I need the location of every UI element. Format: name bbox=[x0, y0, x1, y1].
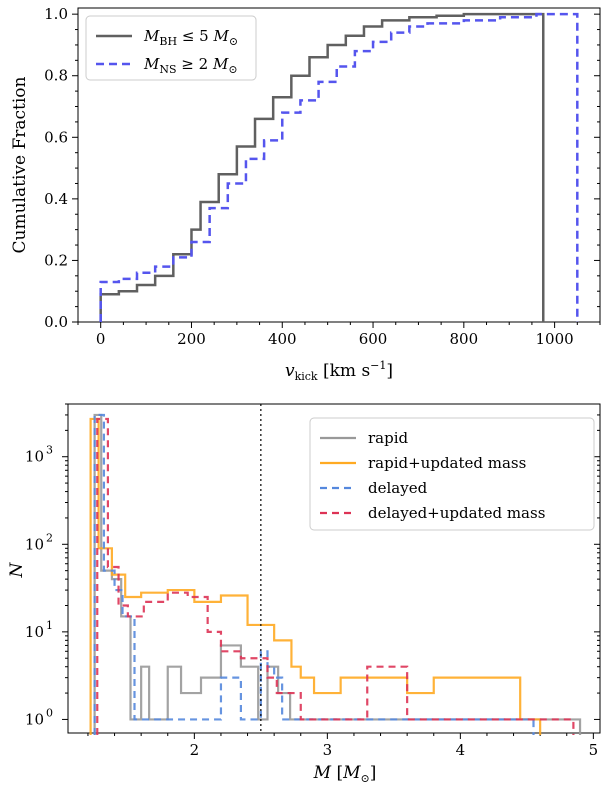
y-tick-exponent: 1 bbox=[46, 619, 53, 632]
x-tick-label: 200 bbox=[177, 330, 206, 348]
histogram-x-axis-label: M [M⊙] bbox=[313, 763, 377, 785]
y-tick-label: 0.4 bbox=[44, 190, 68, 208]
legend-label: MBH ≤ 5 M⊙ bbox=[143, 27, 238, 48]
x-tick-label: 4 bbox=[456, 741, 466, 759]
cumulative-axes-frame bbox=[77, 7, 601, 323]
y-tick-label: 1.0 bbox=[44, 5, 68, 23]
y-tick-label: 10 bbox=[25, 623, 44, 641]
cumulative-series-0 bbox=[99, 12, 545, 322]
x-tick-label: 5 bbox=[589, 741, 599, 759]
cumulative-series-1 bbox=[99, 12, 579, 322]
histogram-y-axis-label: N bbox=[7, 561, 27, 578]
histogram-axes-frame bbox=[67, 403, 601, 734]
y-tick-exponent: 2 bbox=[46, 531, 53, 544]
y-tick-label: 10 bbox=[25, 710, 44, 728]
cumulative-legend: MBH ≤ 5 M⊙ MNS ≥ 2 M⊙ bbox=[85, 15, 257, 81]
cumulative-panel: 0 200 400 600 800 1000 0.0 0.2 0.4 0.6 0.8 1.0 MBH … bbox=[10, 5, 601, 383]
y-tick-exponent: 3 bbox=[46, 444, 53, 457]
x-tick-label: 3 bbox=[323, 741, 333, 759]
legend-box bbox=[309, 417, 595, 531]
x-tick-label: 400 bbox=[268, 330, 297, 348]
y-tick-label: 0.8 bbox=[44, 67, 68, 85]
y-tick-label: 0.6 bbox=[44, 128, 68, 146]
cumulative-y-axis-label: Cumulative Fraction bbox=[10, 76, 30, 253]
x-tick-label: 1000 bbox=[536, 330, 574, 348]
legend-label: delayed bbox=[368, 479, 428, 497]
x-tick-label: 0 bbox=[96, 330, 106, 348]
y-tick-label: 10 bbox=[25, 535, 44, 553]
y-tick-label: 0.2 bbox=[44, 251, 68, 269]
legend-label: MNS ≥ 2 M⊙ bbox=[143, 55, 238, 76]
x-tick-label: 2 bbox=[190, 741, 200, 759]
cumulative-x-axis-label: vkick [km s−1] bbox=[285, 359, 393, 383]
histogram-legend: rapid rapid+updated mass delayed delayed+up… bbox=[309, 417, 595, 531]
x-tick-label: 800 bbox=[450, 330, 479, 348]
legend-label: delayed+updated mass bbox=[368, 504, 545, 522]
y-tick-label: 10 bbox=[25, 448, 44, 466]
legend-label: rapid+updated mass bbox=[368, 454, 526, 472]
y-tick-exponent: 0 bbox=[46, 706, 53, 719]
legend-label: rapid bbox=[368, 429, 409, 447]
x-tick-label: 600 bbox=[359, 330, 388, 348]
histogram-series-2 bbox=[93, 413, 535, 735]
y-tick-label: 0.0 bbox=[44, 313, 68, 331]
